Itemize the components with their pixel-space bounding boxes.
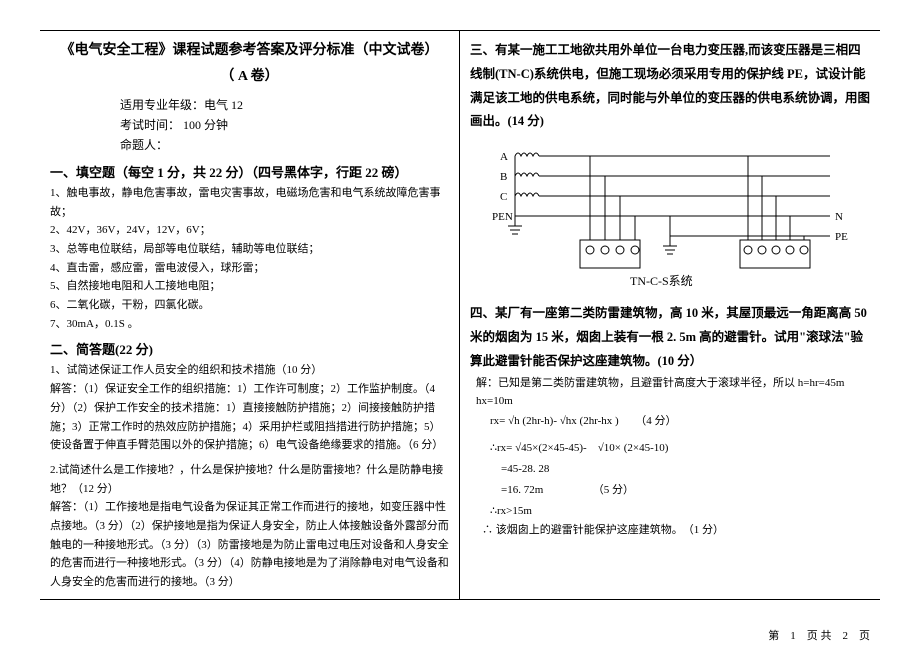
formula1: rx= √h (2hr-h)- √hx (2hr-hx ) （4 分） [490, 411, 870, 432]
title-line1: 《电气安全工程》课程试题参考答案及评分标准（中文试卷） [50, 39, 449, 63]
meta-time: 考试时间： 100 分钟 [120, 115, 449, 135]
label-pe: PE [835, 231, 848, 243]
section2-head: 二、简答题(22 分) [50, 339, 449, 361]
meta-major: 适用专业年级：电气 12 [120, 95, 449, 115]
fill-item: 3、总等电位联结，局部等电位联结，辅助等电位联结； [50, 240, 449, 259]
meta-author: 命题人： [120, 135, 449, 155]
label-c: C [500, 191, 507, 203]
label-b: B [500, 171, 507, 183]
conclusion: ∴ 该烟囱上的避雷针能保护这座建筑物。 （1 分） [482, 521, 870, 540]
sol-intro: 解：已知是第二类防雷建筑物，且避雷针高度大于滚球半径，所以 h=hr=45m h… [476, 374, 870, 411]
section1-head: 一、填空题（每空 1 分，共 22 分）（四号黑体字，行距 22 磅） [50, 162, 449, 184]
section3-text: 三、有某一施工工地欲共用外单位一台电力变压器,而该变压器是三相四线制(TN-C)… [470, 39, 870, 134]
circuit-diagram: A B C PEN N [470, 140, 870, 296]
section4-text: 四、某厂有一座第二类防雷建筑物，高 10 米，其屋顶最远一角距离高 50 米的烟… [470, 302, 870, 373]
q1-answer: 解答：（1）保证安全工作的组织措施：1）工作许可制度；2）工作监护制度。（4 分… [50, 380, 449, 455]
title-line2: （ A 卷） [50, 65, 449, 89]
label-a: A [500, 151, 508, 163]
calc2: =45-28. 28 [490, 459, 870, 480]
label-pen: PEN [492, 211, 513, 223]
fill-item: 7、30mA，0.1S 。 [50, 315, 449, 334]
calc1: ∴rx= √45×(2×45-45)- √10× (2×45-10) [490, 438, 870, 459]
q1-title: 1、试简述保证工作人员安全的组织和技术措施（10 分） [50, 361, 449, 380]
calc3: =16. 72m （5 分） [490, 480, 870, 501]
page-footer: 第 1 页 共 2 页 [768, 627, 870, 643]
fill-item: 6、二氧化碳，干粉，四氯化碳。 [50, 296, 449, 315]
label-n: N [835, 211, 843, 223]
left-column: 《电气安全工程》课程试题参考答案及评分标准（中文试卷） （ A 卷） 适用专业年… [40, 31, 460, 599]
fill-item: 5、自然接地电阻和人工接地电阻； [50, 277, 449, 296]
fill-item: 2、42V，36V，24V，12V，6V； [50, 221, 449, 240]
calc4: ∴rx>15m [490, 501, 870, 522]
right-column: 三、有某一施工工地欲共用外单位一台电力变压器,而该变压器是三相四线制(TN-C)… [460, 31, 880, 599]
diagram-caption: TN-C-S系统 [630, 274, 693, 288]
fill-item: 4、直击雷，感应雷，雷电波侵入，球形雷； [50, 259, 449, 278]
page-frame: 《电气安全工程》课程试题参考答案及评分标准（中文试卷） （ A 卷） 适用专业年… [40, 30, 880, 600]
fill-item: 1、触电事故，静电危害事故，雷电灾害事故，电磁场危害和电气系统故障危害事故； [50, 184, 449, 221]
q2-answer: 解答：（1）工作接地是指电气设备为保证其正常工作而进行的接地，如变压器中性点接地… [50, 498, 449, 591]
q2-title: 2.试简述什么是工作接地？，什么是保护接地？什么是防雷接地？什么是防静电接地？（… [50, 461, 449, 498]
